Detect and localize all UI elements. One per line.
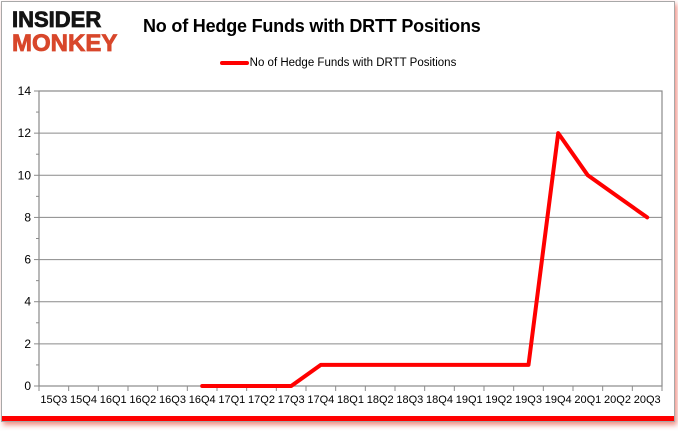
y-tick-label: 4 — [24, 295, 31, 309]
x-tick-label: 15Q3 — [40, 394, 67, 406]
red-bottom-bar — [2, 416, 674, 421]
x-tick-label: 16Q3 — [159, 394, 186, 406]
y-tick-label: 10 — [18, 168, 32, 182]
y-tick-label: 8 — [24, 210, 31, 224]
y-tick-label: 12 — [18, 126, 32, 140]
y-tick-label: 6 — [24, 253, 31, 267]
y-tick-label: 2 — [24, 337, 31, 351]
x-tick-label: 20Q2 — [604, 394, 631, 406]
x-tick-label: 16Q2 — [129, 394, 156, 406]
x-tick-label: 20Q1 — [574, 394, 601, 406]
logo-monkey-text: MONKEY — [12, 30, 118, 57]
chart-card: INSIDER MONKEY No of Hedge Funds with DR… — [1, 1, 675, 422]
x-tick-label: 19Q4 — [545, 394, 572, 406]
x-tick-label: 19Q1 — [456, 394, 483, 406]
x-tick-label: 19Q2 — [485, 394, 512, 406]
x-tick-label: 17Q1 — [218, 394, 245, 406]
chart-title: No of Hedge Funds with DRTT Positions — [143, 16, 481, 36]
x-tick-label: 16Q4 — [189, 394, 216, 406]
x-tick-label: 17Q2 — [248, 394, 275, 406]
x-tick-label: 18Q2 — [367, 394, 394, 406]
plot-border — [38, 90, 663, 387]
series-line — [200, 131, 650, 388]
x-tick-label: 20Q3 — [634, 394, 661, 406]
x-tick-label: 17Q3 — [278, 394, 305, 406]
chart-plot-area: 0 2 4 6 8 10 12 14 15Q3 15Q4 16Q1 16Q2 16Q3 16Q4 17Q1 1… — [2, 2, 676, 423]
legend-line-marker-icon — [219, 61, 249, 65]
x-tick-label: 18Q3 — [396, 394, 423, 406]
y-tick-label: 14 — [18, 84, 32, 98]
y-tick-label: 0 — [24, 379, 31, 393]
x-tick-label: 18Q4 — [426, 394, 453, 406]
x-tick-label: 15Q4 — [70, 394, 97, 406]
x-tick-label: 19Q3 — [515, 394, 542, 406]
logo-insider-text: INSIDER — [12, 7, 102, 32]
insider-monkey-logo: INSIDER MONKEY — [12, 7, 118, 57]
legend-label: No of Hedge Funds with DRTT Positions — [249, 57, 457, 69]
x-tick-label: 17Q4 — [307, 394, 334, 406]
legend: No of Hedge Funds with DRTT Positions — [2, 57, 674, 69]
x-tick-label: 18Q1 — [337, 394, 364, 406]
x-tick-label: 16Q1 — [100, 394, 127, 406]
